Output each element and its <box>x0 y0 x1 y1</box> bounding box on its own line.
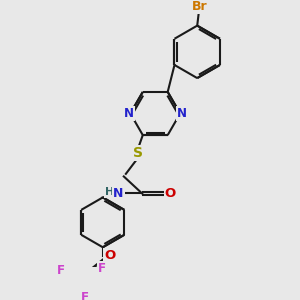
Text: N: N <box>176 107 187 120</box>
Text: N: N <box>124 107 134 120</box>
Text: S: S <box>133 146 143 160</box>
Text: Br: Br <box>191 0 207 13</box>
Text: F: F <box>80 291 88 300</box>
Text: O: O <box>165 187 176 200</box>
Text: F: F <box>57 264 65 278</box>
Text: H: H <box>105 187 115 197</box>
Text: F: F <box>98 262 106 275</box>
Text: O: O <box>104 249 116 262</box>
Text: N: N <box>113 187 124 200</box>
